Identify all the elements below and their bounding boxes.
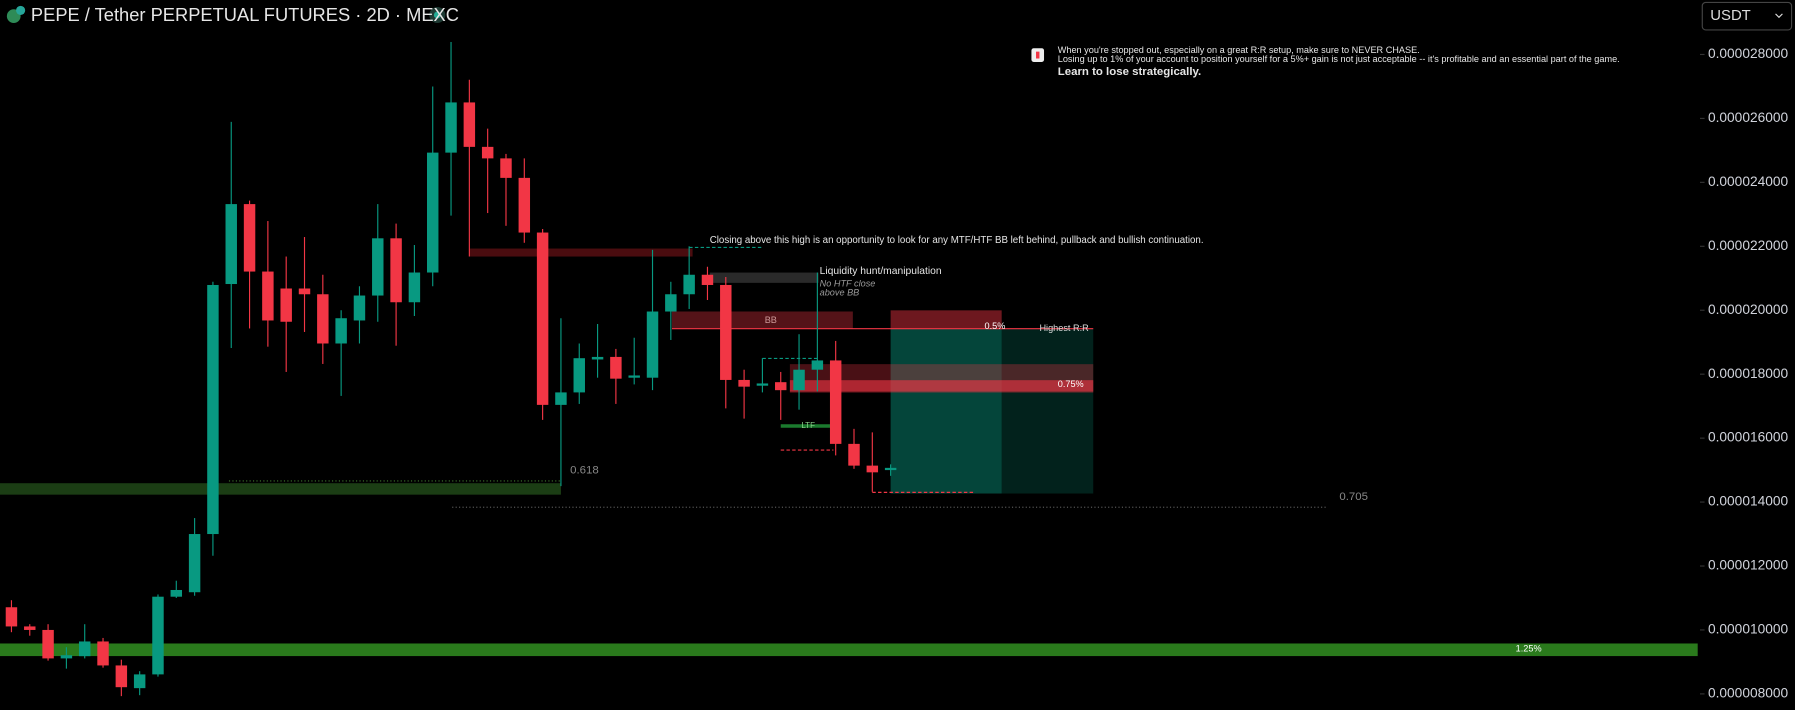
candle-body xyxy=(481,146,494,159)
candle-body xyxy=(701,274,714,285)
annotation: 0.705 xyxy=(1339,491,1368,503)
candle-body xyxy=(610,356,622,379)
candle-body xyxy=(152,596,164,675)
zone xyxy=(671,311,853,329)
candle-body xyxy=(207,284,219,535)
zone xyxy=(0,483,561,495)
candle-body xyxy=(555,392,567,405)
candle-body xyxy=(5,607,18,627)
annotation: Liquidity hunt/manipulation xyxy=(820,266,942,277)
candle-body xyxy=(225,204,237,285)
annotation: 1.25% xyxy=(1516,644,1542,654)
annotation: When you're stopped out, especially on a… xyxy=(1058,45,1420,55)
candle-body xyxy=(665,294,677,312)
candle-body xyxy=(317,294,329,344)
annotation: LTF xyxy=(801,421,815,430)
y-tick-label: 0.000026000 xyxy=(1708,110,1788,125)
candle-body xyxy=(756,383,769,386)
candle-body xyxy=(298,288,311,295)
icon xyxy=(433,11,441,19)
annotation: Closing above this high is an opportunit… xyxy=(710,235,1204,246)
candle-body xyxy=(518,177,531,233)
icon xyxy=(1036,51,1040,59)
candle-body xyxy=(78,641,91,657)
zone xyxy=(709,272,819,283)
candle-body xyxy=(500,158,512,178)
candle-body xyxy=(829,360,842,444)
candle-body xyxy=(390,238,402,303)
candle-body xyxy=(42,629,54,659)
candle-body xyxy=(683,274,695,295)
candle-body xyxy=(591,356,604,360)
candle-body xyxy=(866,465,879,473)
annotation: 0.618 xyxy=(570,465,599,477)
candle-body xyxy=(720,284,732,380)
candle-body xyxy=(335,318,347,344)
symbol-icon: ᠎ xyxy=(6,5,1045,62)
y-tick-label: 0.000024000 xyxy=(1708,174,1788,189)
y-tick-label: 0.000020000 xyxy=(1708,302,1788,317)
candle-body xyxy=(775,382,787,391)
currency-button-label[interactable]: USDT xyxy=(1710,8,1751,24)
y-tick-label: 0.000016000 xyxy=(1708,430,1788,445)
y-tick-label: 0.000014000 xyxy=(1708,494,1788,509)
annotation: BB xyxy=(765,315,777,325)
candle-body xyxy=(60,655,73,659)
candle-body xyxy=(243,204,256,272)
candle-body xyxy=(793,369,805,391)
candle-body xyxy=(115,665,128,688)
annotation: 0.5% xyxy=(985,321,1006,331)
stop-zone xyxy=(890,310,1002,329)
candle-body xyxy=(170,589,183,597)
candle-body xyxy=(811,360,824,370)
candle-body xyxy=(408,272,421,303)
annotation: Learn to lose strategically. xyxy=(1058,66,1201,78)
candle-body xyxy=(262,271,274,321)
currency-button[interactable] xyxy=(1701,1,1793,31)
chart-title: PEPE / Tether PERPETUAL FUTURES · 2D · M… xyxy=(31,4,459,25)
annotation: No HTF close xyxy=(820,278,876,288)
annotation: Highest R:R xyxy=(1039,323,1089,333)
candle-body xyxy=(24,626,36,630)
candle-body xyxy=(445,102,457,153)
icon xyxy=(16,5,26,16)
candle-body xyxy=(848,443,860,466)
y-tick-label: 0.000018000 xyxy=(1708,366,1788,381)
y-tick-label: 0.000022000 xyxy=(1708,238,1788,253)
annotation: 0.75% xyxy=(1058,379,1084,389)
target-zone xyxy=(1001,328,1094,494)
target-zone xyxy=(890,328,1002,494)
candle-body xyxy=(536,232,549,405)
candle-body xyxy=(573,358,585,393)
y-tick-label: 0.000012000 xyxy=(1708,558,1788,573)
candle-body xyxy=(97,641,109,666)
annotation: above BB xyxy=(820,288,860,298)
drawings xyxy=(0,246,1698,657)
dropdown-arrow[interactable] xyxy=(1775,13,1783,19)
candle-body xyxy=(738,379,750,387)
candle-body xyxy=(463,102,476,147)
candle-body xyxy=(628,375,640,378)
y-tick-label: 0.000010000 xyxy=(1708,622,1788,637)
candle-body xyxy=(884,467,897,471)
candle-body xyxy=(426,152,439,273)
candle-body xyxy=(372,238,384,296)
candle-body xyxy=(646,311,659,378)
y-tick-label: 0.000008000 xyxy=(1708,686,1788,701)
candle-body xyxy=(353,295,366,321)
candle-body xyxy=(133,674,146,689)
zone xyxy=(789,380,1094,392)
candle-body xyxy=(188,534,201,593)
zone xyxy=(0,643,1698,657)
annotation: Losing up to 1% of your account to posit… xyxy=(1058,54,1620,64)
y-tick-label: 0.000028000 xyxy=(1708,46,1788,61)
zone xyxy=(469,248,693,257)
candle-body xyxy=(280,288,292,322)
